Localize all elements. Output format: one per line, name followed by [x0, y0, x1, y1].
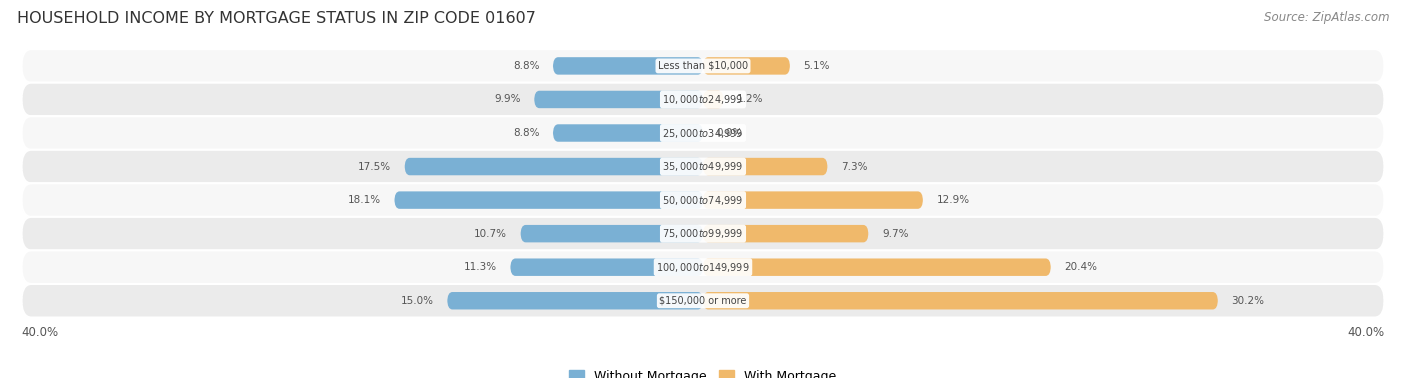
FancyBboxPatch shape [21, 49, 1385, 83]
FancyBboxPatch shape [21, 250, 1385, 284]
Text: 17.5%: 17.5% [359, 161, 391, 172]
FancyBboxPatch shape [703, 259, 1050, 276]
Text: 1.2%: 1.2% [737, 94, 763, 104]
Text: HOUSEHOLD INCOME BY MORTGAGE STATUS IN ZIP CODE 01607: HOUSEHOLD INCOME BY MORTGAGE STATUS IN Z… [17, 11, 536, 26]
Text: 18.1%: 18.1% [347, 195, 381, 205]
Text: 8.8%: 8.8% [513, 128, 540, 138]
FancyBboxPatch shape [553, 57, 703, 74]
FancyBboxPatch shape [553, 124, 703, 142]
FancyBboxPatch shape [405, 158, 703, 175]
Text: 9.9%: 9.9% [494, 94, 520, 104]
Text: 9.7%: 9.7% [882, 229, 908, 239]
FancyBboxPatch shape [703, 225, 869, 242]
Text: 30.2%: 30.2% [1232, 296, 1264, 306]
Text: 5.1%: 5.1% [804, 61, 830, 71]
Text: 8.8%: 8.8% [513, 61, 540, 71]
Text: $25,000 to $34,999: $25,000 to $34,999 [662, 127, 744, 139]
Text: 15.0%: 15.0% [401, 296, 433, 306]
Text: Less than $10,000: Less than $10,000 [658, 61, 748, 71]
Text: 0.0%: 0.0% [717, 128, 742, 138]
FancyBboxPatch shape [520, 225, 703, 242]
Text: $150,000 or more: $150,000 or more [659, 296, 747, 306]
Text: $35,000 to $49,999: $35,000 to $49,999 [662, 160, 744, 173]
FancyBboxPatch shape [703, 57, 790, 74]
FancyBboxPatch shape [21, 83, 1385, 116]
FancyBboxPatch shape [21, 116, 1385, 150]
FancyBboxPatch shape [21, 183, 1385, 217]
Text: 12.9%: 12.9% [936, 195, 970, 205]
Text: 40.0%: 40.0% [21, 326, 58, 339]
Text: 7.3%: 7.3% [841, 161, 868, 172]
FancyBboxPatch shape [703, 191, 922, 209]
Text: $100,000 to $149,999: $100,000 to $149,999 [657, 261, 749, 274]
FancyBboxPatch shape [703, 292, 1218, 310]
FancyBboxPatch shape [21, 150, 1385, 183]
FancyBboxPatch shape [21, 284, 1385, 318]
FancyBboxPatch shape [447, 292, 703, 310]
Text: 40.0%: 40.0% [1348, 326, 1385, 339]
Text: Source: ZipAtlas.com: Source: ZipAtlas.com [1264, 11, 1389, 24]
FancyBboxPatch shape [21, 217, 1385, 250]
FancyBboxPatch shape [534, 91, 703, 108]
Text: $75,000 to $99,999: $75,000 to $99,999 [662, 227, 744, 240]
Text: $10,000 to $24,999: $10,000 to $24,999 [662, 93, 744, 106]
Text: 20.4%: 20.4% [1064, 262, 1098, 272]
FancyBboxPatch shape [395, 191, 703, 209]
FancyBboxPatch shape [510, 259, 703, 276]
Legend: Without Mortgage, With Mortgage: Without Mortgage, With Mortgage [565, 366, 841, 378]
Text: $50,000 to $74,999: $50,000 to $74,999 [662, 194, 744, 207]
FancyBboxPatch shape [703, 91, 724, 108]
FancyBboxPatch shape [703, 158, 828, 175]
Text: 10.7%: 10.7% [474, 229, 508, 239]
Text: 11.3%: 11.3% [464, 262, 496, 272]
